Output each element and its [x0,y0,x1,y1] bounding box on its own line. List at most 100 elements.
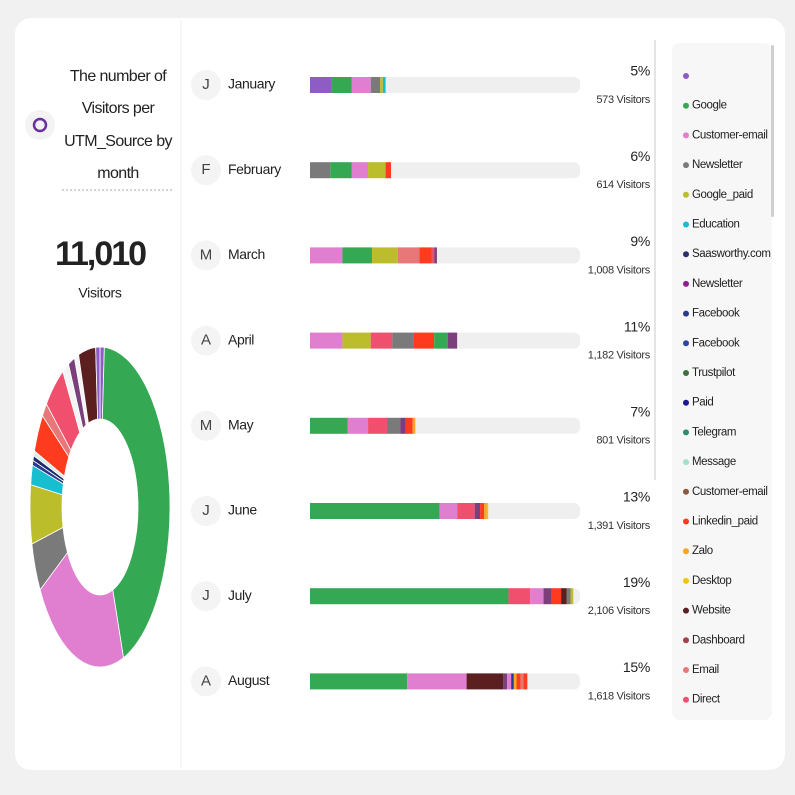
month-badge [191,666,221,697]
legend-swatch[interactable] [683,73,689,79]
legend-label[interactable]: Education [692,219,740,231]
bar-segment [508,588,531,605]
month-badge [191,581,221,612]
legend-label[interactable]: Paid [692,397,714,409]
icon-bg [25,110,55,140]
icon [32,117,48,133]
legend-swatch[interactable] [683,310,689,317]
bar-segment [310,673,408,690]
bar-segment [351,77,371,93]
bar-segment [342,247,373,264]
legend-swatch[interactable] [683,459,689,466]
legend-label[interactable]: Telegram [692,426,737,438]
legend-swatch[interactable] [683,132,689,139]
bar-segment [503,673,508,690]
total-label: Visitors [78,285,122,301]
legend-swatch[interactable] [683,429,689,436]
legend-label[interactable]: Desktop [692,575,732,587]
bar-segment [434,332,448,349]
legend-swatch[interactable] [683,518,689,525]
legend-label[interactable]: Message [692,456,736,468]
legend-swatch[interactable] [683,637,689,644]
month-initial: A [201,672,211,689]
bar-segment [342,332,371,349]
legend-label[interactable]: Newsletter [692,159,743,171]
legend-label[interactable]: Newsletter [692,278,743,290]
legend-swatch[interactable] [683,370,689,376]
legend-label[interactable]: Email [692,664,719,676]
visitors: 1,391 Visitors [588,520,651,532]
month-name: July [228,587,252,603]
bar-segment [486,503,489,519]
legend-label[interactable]: Google_paid [692,189,753,201]
bar-segment [419,247,432,264]
bar-segment [310,247,343,264]
month-name: April [228,331,254,347]
legend-label[interactable]: Saasworthy.com [692,248,771,260]
month-name: February [228,161,281,177]
visitors: 801 Visitors [596,435,650,447]
legend-swatch[interactable] [683,399,689,406]
legend-label[interactable]: Direct [692,694,721,706]
bar-segment [507,673,512,690]
legend-swatch[interactable] [683,607,689,614]
bar-segment [484,503,487,519]
bar-segment [397,247,420,264]
bar-segment [330,162,352,179]
legend-swatch[interactable] [683,340,689,347]
legend-swatch[interactable] [683,191,689,198]
bar-segment [385,162,391,179]
bar-segment [370,332,393,349]
legend-swatch[interactable] [683,577,689,584]
donut-segment [39,551,124,668]
legend-label[interactable]: Trustpilot [692,367,736,379]
legend-swatch[interactable] [683,221,689,228]
percent: 15% [623,659,650,675]
bar-segment [474,503,481,519]
month-badge [191,155,221,186]
legend-swatch[interactable] [683,488,689,495]
bar-segment [382,77,386,93]
legend-swatch[interactable] [683,102,689,109]
legend-swatch[interactable] [683,251,689,258]
legend-label[interactable]: Facebook [692,308,740,320]
legend-swatch[interactable] [683,162,689,169]
bar-segment [551,588,562,605]
legend-label[interactable]: Google [692,100,727,112]
month-name: May [228,417,254,433]
bar-segment [310,417,348,434]
bar-segment [566,588,571,605]
bar-segment [331,77,352,93]
legend-label[interactable]: Zalo [692,545,713,557]
month-name: January [228,76,275,92]
legend-label[interactable]: Customer-email [692,129,768,141]
bar-segment [523,673,528,690]
bar-segment [368,162,386,179]
legend-label[interactable]: Linkedin_paid [692,516,758,528]
bar-segment [368,417,387,434]
total: 11,010 [55,235,146,273]
month-badge [191,70,221,100]
legend-swatch[interactable] [683,667,689,673]
legend-label[interactable]: Facebook [692,337,740,349]
month-initial: J [202,502,210,519]
scrollbar[interactable] [771,45,774,217]
bar-segment [516,673,521,690]
legend-label[interactable]: Dashboard [692,634,745,646]
bar-segment [520,673,524,690]
visitors: 1,182 Visitors [588,350,651,362]
legend-label[interactable]: Website [692,605,731,617]
bar-segment [405,417,413,434]
legend-label[interactable]: Customer-email [692,486,768,498]
bar-segment [372,247,398,264]
title-line: month [97,165,138,182]
month-badge [191,325,221,356]
title-line: The number of [70,68,167,85]
bar-segment [310,332,343,349]
month-initial: J [202,76,210,93]
legend-swatch[interactable] [683,548,689,555]
legend-swatch[interactable] [683,280,689,287]
legend-swatch[interactable] [683,696,689,703]
month-initial: M [200,417,213,434]
